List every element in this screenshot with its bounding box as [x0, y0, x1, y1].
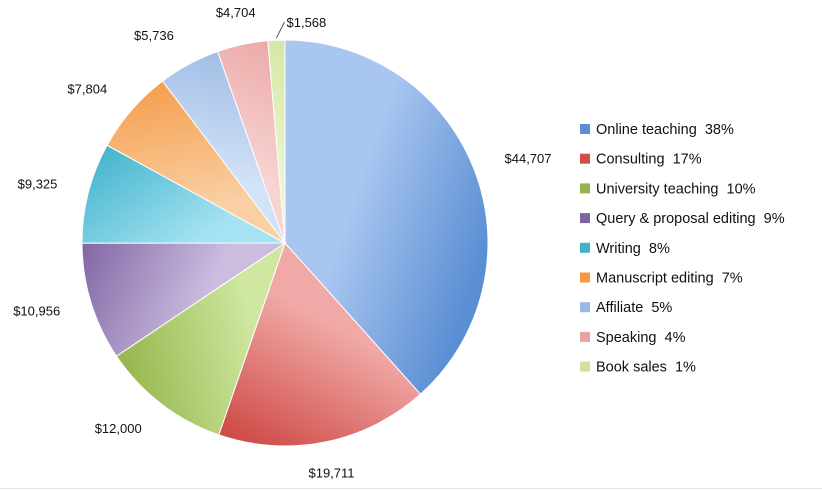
leader-lines [275, 21, 285, 39]
legend-swatch-book-sales [580, 361, 590, 372]
legend-item-university-teaching: University teaching 10% [580, 181, 756, 197]
legend-label-online-teaching: Online teaching 38% [596, 122, 734, 138]
pie-slice-query-and-proposal-editing [81, 242, 287, 357]
value-label-writing: $9,325 [18, 177, 58, 192]
value-label-affiliate: $5,736 [134, 28, 174, 43]
pie-slices [81, 39, 489, 447]
value-label-book-sales: $1,568 [287, 15, 327, 30]
legend: Online teaching 38% Consulting 17% Univers… [580, 122, 785, 376]
legend-label-query-and-proposal-editing: Query & proposal editing 9% [596, 211, 785, 227]
legend-swatch-university-teaching [580, 183, 590, 194]
leader-line-book-sales [275, 21, 285, 39]
value-label-university-teaching: $12,000 [95, 421, 142, 436]
pie-slice-consulting [218, 242, 422, 447]
legend-item-manuscript-editing: Manuscript editing 7% [580, 271, 743, 287]
legend-swatch-online-teaching [580, 124, 590, 134]
bottom-divider [0, 488, 822, 489]
value-label-consulting: $19,711 [308, 465, 354, 480]
legend-item-writing: Writing 8% [580, 241, 670, 257]
legend-item-consulting: Consulting 17% [580, 152, 702, 168]
legend-item-affiliate: Affiliate 5% [580, 300, 672, 316]
value-label-speaking: $4,704 [216, 5, 256, 20]
pie-slice-writing [81, 144, 286, 244]
pie-slice-book-sales [267, 39, 286, 244]
legend-swatch-speaking [580, 331, 590, 342]
pie-slice-online-teaching [284, 39, 489, 395]
legend-swatch-manuscript-editing [580, 272, 590, 283]
pie-slice-university-teaching [115, 241, 286, 436]
legend-item-online-teaching: Online teaching 38% [580, 122, 734, 138]
value-label-manuscript-editing: $7,804 [67, 81, 107, 96]
legend-item-query-and-proposal-editing: Query & proposal editing 9% [580, 211, 785, 227]
legend-item-book-sales: Book sales 1% [580, 360, 696, 376]
legend-swatch-affiliate [580, 302, 590, 313]
legend-swatch-consulting [580, 153, 590, 164]
legend-label-book-sales: Book sales 1% [596, 360, 696, 376]
legend-label-university-teaching: University teaching 10% [596, 181, 756, 197]
legend-label-writing: Writing 8% [596, 241, 670, 257]
legend-label-affiliate: Affiliate 5% [596, 300, 672, 316]
legend-label-manuscript-editing: Manuscript editing 7% [596, 271, 743, 287]
legend-label-speaking: Speaking 4% [596, 330, 686, 346]
slice-labels: $44,707 $19,711 $12,000 $10,956 $9,325 $7,804… [13, 5, 551, 480]
legend-item-speaking: Speaking 4% [580, 330, 686, 346]
legend-swatch-query-and-proposal-editing [580, 213, 590, 224]
value-label-query-and-proposal-editing: $10,956 [13, 304, 60, 319]
value-label-online-teaching: $44,707 [505, 151, 552, 166]
legend-swatch-writing [580, 242, 590, 253]
legend-label-consulting: Consulting 17% [596, 152, 702, 168]
